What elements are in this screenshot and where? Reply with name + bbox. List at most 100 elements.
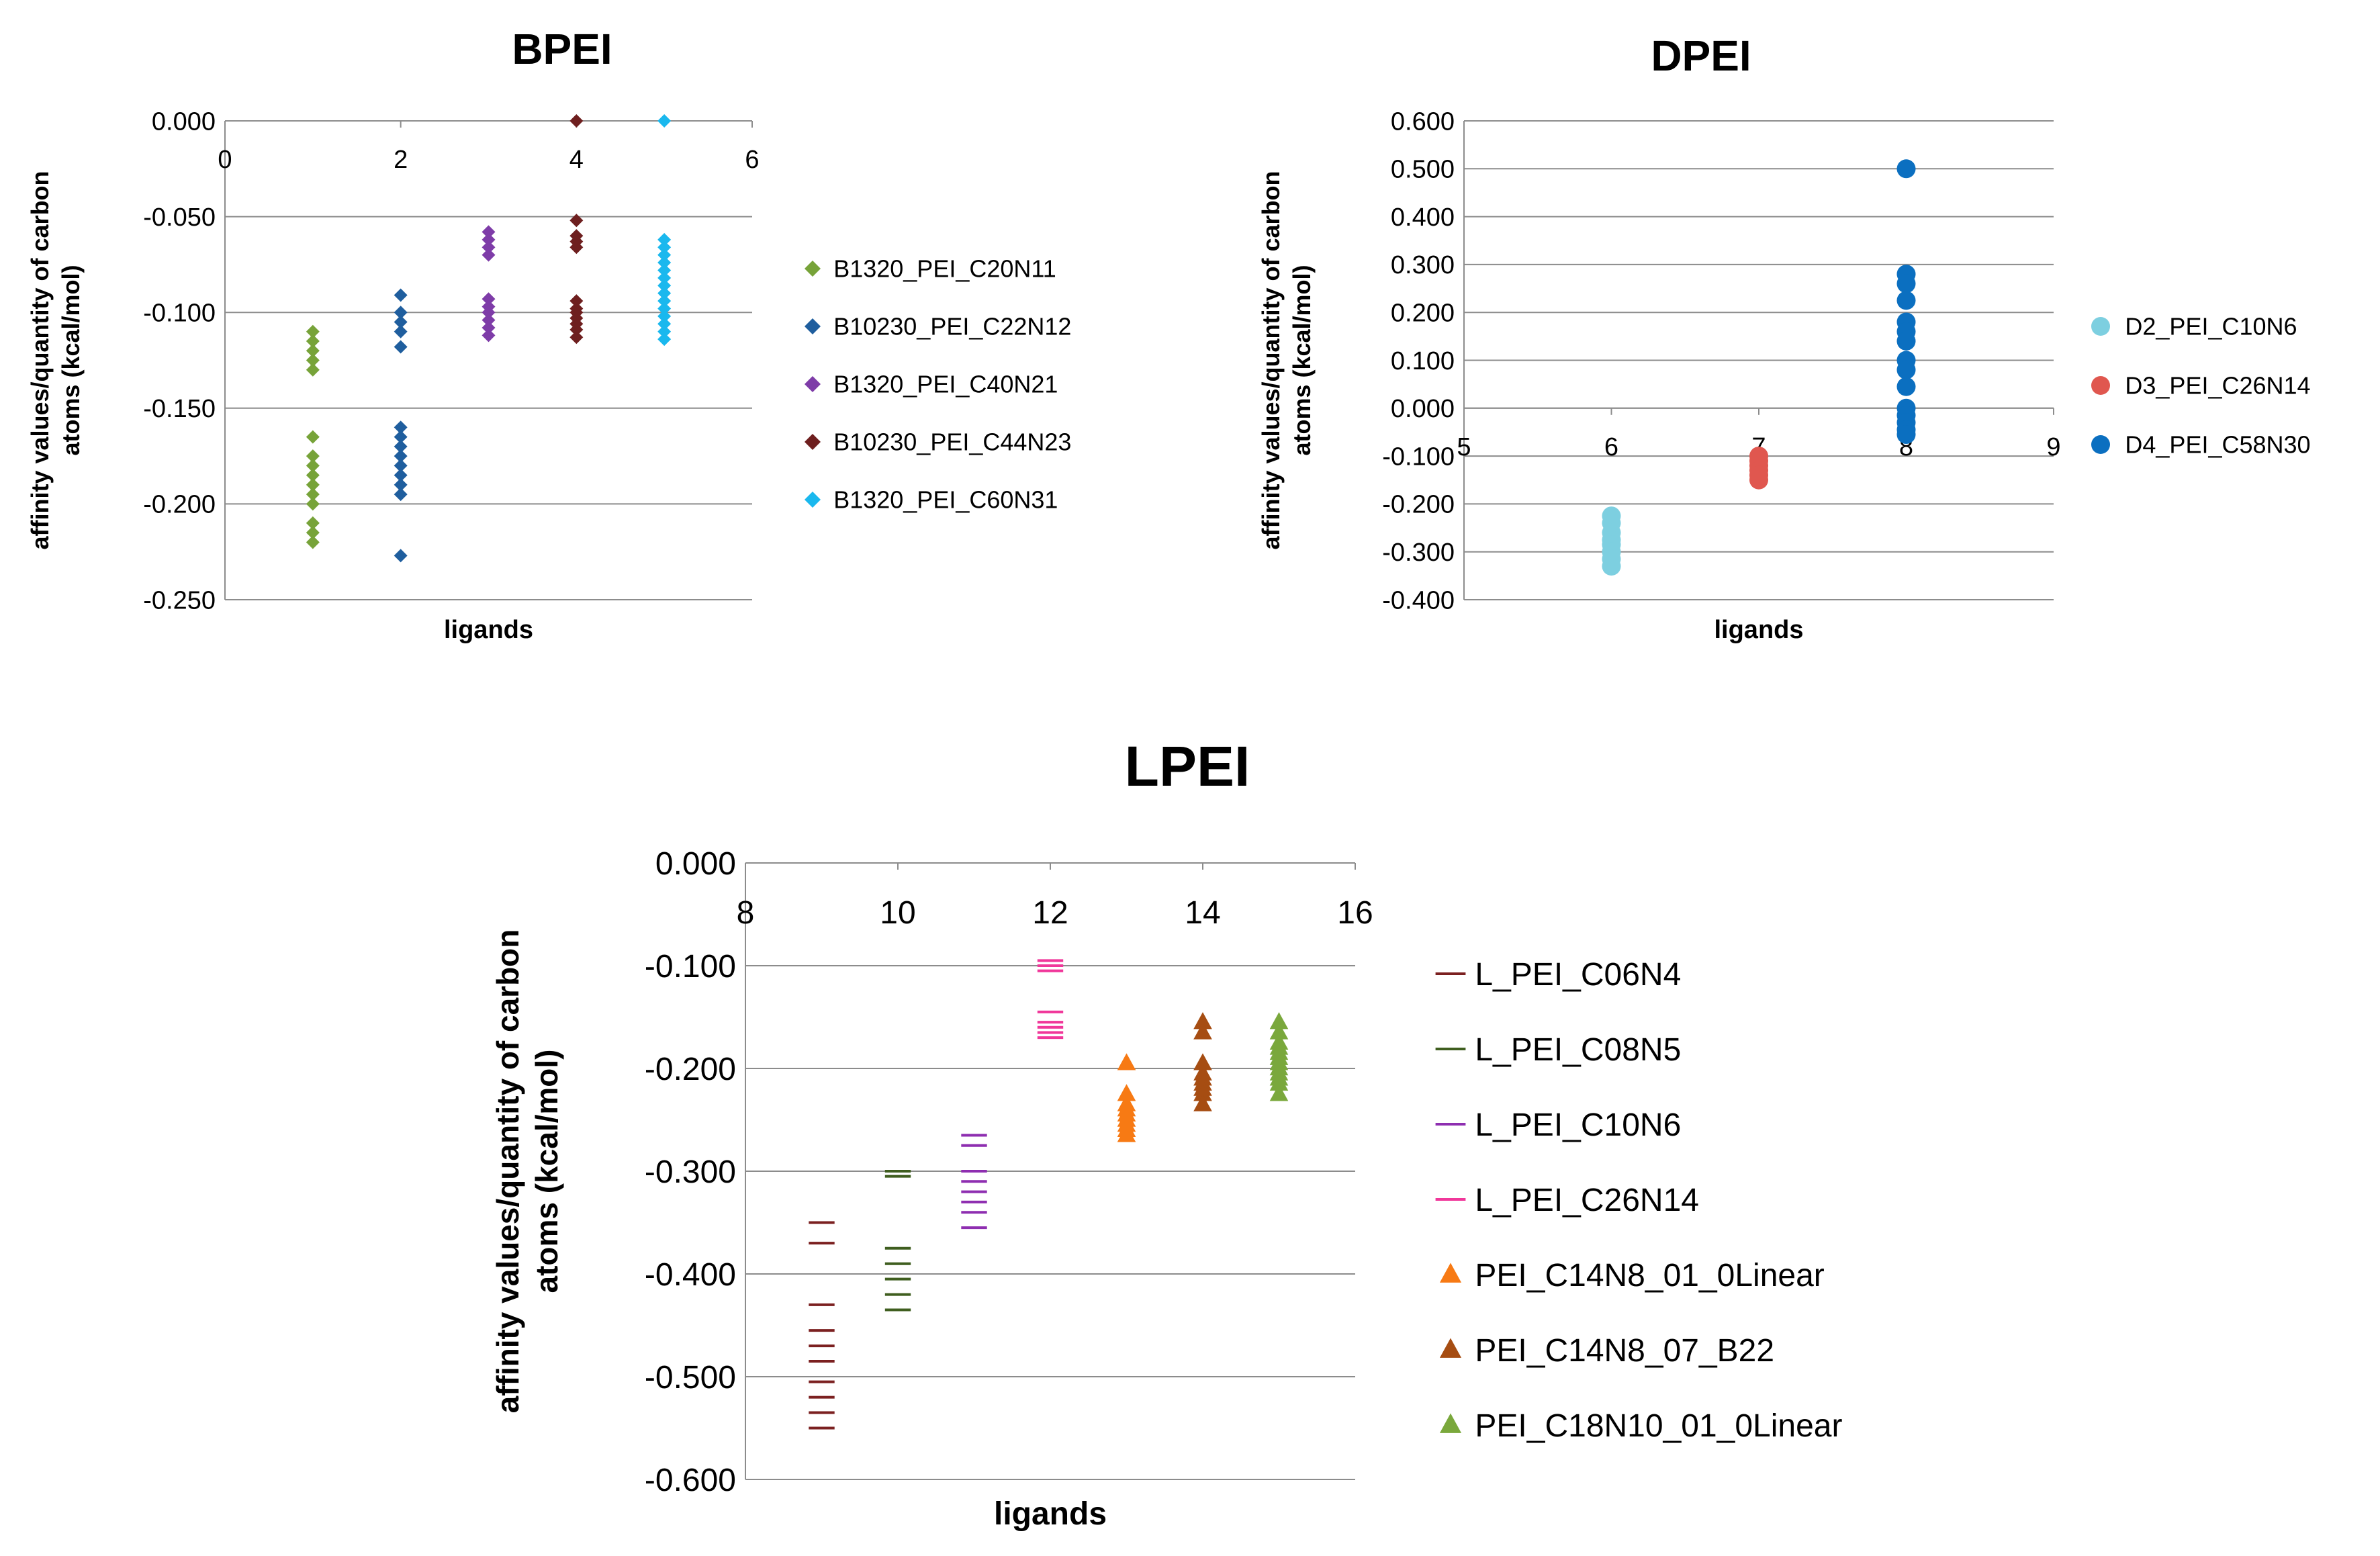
legend-marker [1439, 1338, 1462, 1358]
data-point [1896, 159, 1916, 179]
legend-label: L_PEI_C10N6 [1475, 1107, 1681, 1143]
data-point [482, 240, 496, 255]
x-tick-label: 14 [1185, 895, 1220, 931]
x-tick-label: 5 [1457, 433, 1471, 461]
data-point [657, 324, 672, 338]
legend-marker [805, 376, 821, 392]
data-point [306, 430, 320, 444]
y-tick-label: -0.100 [1382, 443, 1455, 471]
data-point [569, 322, 584, 336]
data-point [1269, 1022, 1289, 1040]
data-point [1749, 470, 1768, 490]
x-tick-label: 6 [745, 146, 759, 174]
data-point [1896, 360, 1916, 379]
data-point [394, 459, 408, 473]
dpei-chart: DPEI 0.600 0.500 0.400 0.300 0.200 0.100 0.000 -… [1257, 32, 2311, 644]
y-tick-label: -0.400 [645, 1257, 736, 1293]
x-tick-label: 9 [2046, 433, 2060, 461]
y-tick-label: 0.600 [1391, 107, 1455, 136]
y-tick-label: -0.500 [645, 1360, 736, 1395]
data-point [306, 449, 320, 463]
y-tick-label: -0.300 [645, 1154, 736, 1190]
y-tick-label: 0.000 [1391, 395, 1455, 423]
legend-label: PEI_C18N10_01_0Linear [1475, 1408, 1842, 1444]
legend-label: B1320_PEI_C20N11 [833, 255, 1056, 283]
y-tick-label: 0.300 [1391, 251, 1455, 279]
data-point [306, 459, 320, 473]
data-point [394, 288, 408, 302]
data-point [394, 549, 408, 563]
data-point [569, 114, 584, 128]
data-point [1269, 1084, 1289, 1101]
series-B1320_PEI_C40N21 [482, 225, 496, 342]
legend-marker [805, 434, 821, 450]
data-point [394, 439, 408, 453]
data-point [306, 344, 320, 358]
series-D4_PEI_C58N30 [1896, 159, 1916, 445]
data-point [657, 240, 672, 255]
series-B10230_PEI_C44N23 [569, 114, 584, 345]
data-point [657, 271, 672, 285]
series-L_PEI_C26N14 [1037, 959, 1064, 1040]
data-point [1269, 1073, 1289, 1091]
data-point [394, 324, 408, 338]
data-point [394, 488, 408, 502]
y-tick-label: -0.400 [1382, 586, 1455, 614]
y-tick-label: 0.200 [1391, 300, 1455, 328]
legend-label: PEI_C14N8_01_0Linear [1475, 1258, 1824, 1293]
legend-marker [1439, 1413, 1462, 1433]
data-point [657, 332, 672, 347]
y-tick-label: -0.050 [143, 203, 216, 232]
y-tick-label: -0.200 [1382, 491, 1455, 519]
data-point [657, 279, 672, 293]
y-axis-label: affinity values/quantity of carbon [26, 171, 54, 549]
data-point [569, 240, 584, 255]
data-point [482, 306, 496, 320]
data-point [394, 340, 408, 354]
x-tick-label: 6 [1604, 433, 1618, 461]
legend-marker [805, 318, 821, 334]
series-PEI_C14N8_01_0Linear [1117, 1053, 1136, 1142]
legend-label: B10230_PEI_C22N12 [833, 313, 1071, 340]
bpei-title: BPEI [512, 25, 612, 73]
legend-label: B1320_PEI_C60N31 [833, 486, 1058, 514]
legend-label: B10230_PEI_C44N23 [833, 428, 1071, 456]
bpei-legend: B1320_PEI_C20N11 B10230_PEI_C22N12 B1320_P… [805, 255, 1071, 514]
data-point [1193, 1012, 1212, 1029]
data-point [1896, 331, 1916, 351]
x-tick-label: 2 [394, 146, 408, 174]
x-tick-label: 0 [218, 146, 232, 174]
data-point [394, 468, 408, 482]
bpei-chart: BPEI 0.000 -0.050 -0.100 -0.150 -0.200 -0.250 0… [26, 25, 1071, 644]
data-point [657, 286, 672, 300]
series-PEI_C18N10_01_0Linear [1269, 1012, 1289, 1101]
legend-label: B1320_PEI_C40N21 [833, 371, 1058, 398]
y-axis-label: atoms (kcal/mol) [529, 1050, 564, 1293]
legend-label: D4_PEI_C58N30 [2125, 431, 2310, 459]
y-axis-label: atoms (kcal/mol) [57, 265, 85, 455]
y-tick-label: 0.000 [655, 846, 736, 882]
data-point [306, 477, 320, 492]
y-tick-label: -0.600 [645, 1463, 736, 1498]
y-axis-label: atoms (kcal/mol) [1288, 265, 1316, 455]
y-tick-label: -0.200 [143, 491, 216, 519]
data-point [306, 497, 320, 511]
series-B1320_PEI_C20N11 [306, 324, 320, 549]
series-D3_PEI_C26N14 [1749, 447, 1768, 490]
x-axis-label: ligands [1714, 616, 1803, 644]
data-point [306, 353, 320, 367]
data-point [394, 477, 408, 492]
data-point [482, 292, 496, 306]
data-point [482, 232, 496, 246]
lpei-legend: L_PEI_C06N4 L_PEI_C08N5 L_PEI_C10N6 L_PEI_C… [1435, 957, 1842, 1444]
data-point [1193, 1094, 1212, 1111]
data-point [394, 449, 408, 463]
data-point [394, 306, 408, 320]
data-point [1117, 1125, 1136, 1142]
y-tick-label: -0.150 [143, 395, 216, 423]
legend-marker [2091, 435, 2110, 454]
data-point [657, 114, 672, 128]
data-point [657, 309, 672, 323]
data-point [657, 256, 672, 270]
series-PEI_C14N8_07_B22 [1193, 1012, 1212, 1111]
